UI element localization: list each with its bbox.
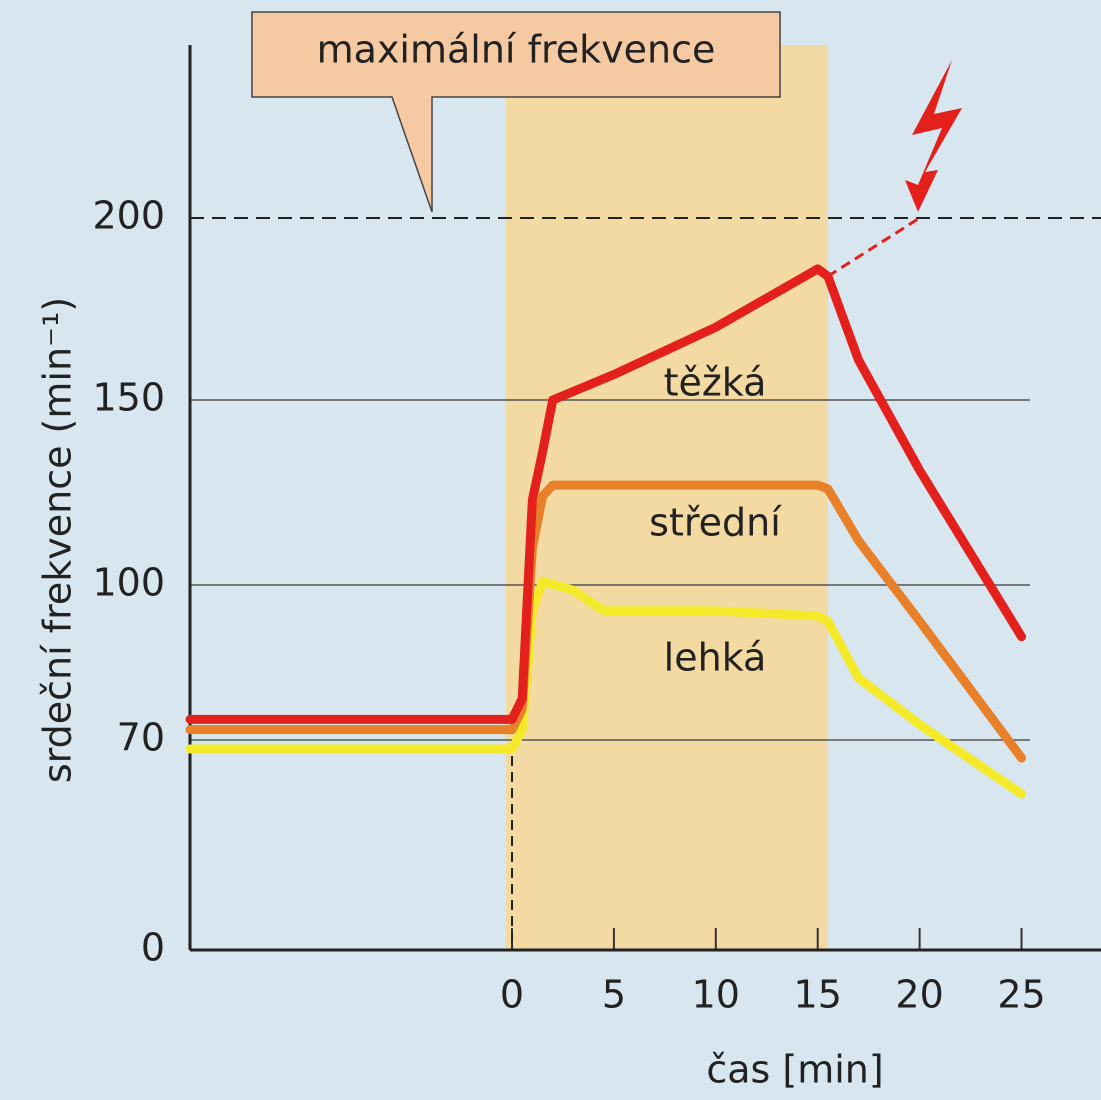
x-tick-label: 0 [500,973,524,1017]
series-label: lehká [664,636,767,680]
y-tick-label: 100 [92,561,165,605]
x-tick-label: 15 [794,973,842,1017]
annotation: maximální frekvence [317,28,716,72]
x-tick-label: 10 [692,973,740,1017]
series-label: střední [649,501,782,545]
series-label: těžká [664,361,767,405]
y-tick-label: 150 [92,376,165,420]
series-line [185,264,1027,724]
callout [251,11,781,213]
x-axis-label: čas [min] [706,1048,883,1092]
extrapolation-line [827,216,921,278]
y-tick-label: 200 [92,194,165,238]
series-line [185,576,1027,799]
y-tick-label: 0 [141,926,165,970]
y-axis-label: srdeční frekvence (min⁻¹) [36,297,80,783]
series-line [185,480,1027,763]
exercise-band [506,45,828,950]
y-tick-label: 70 [117,716,165,760]
x-tick-label: 5 [602,973,626,1017]
x-tick-label: 20 [895,973,943,1017]
x-tick-label: 25 [997,973,1045,1017]
